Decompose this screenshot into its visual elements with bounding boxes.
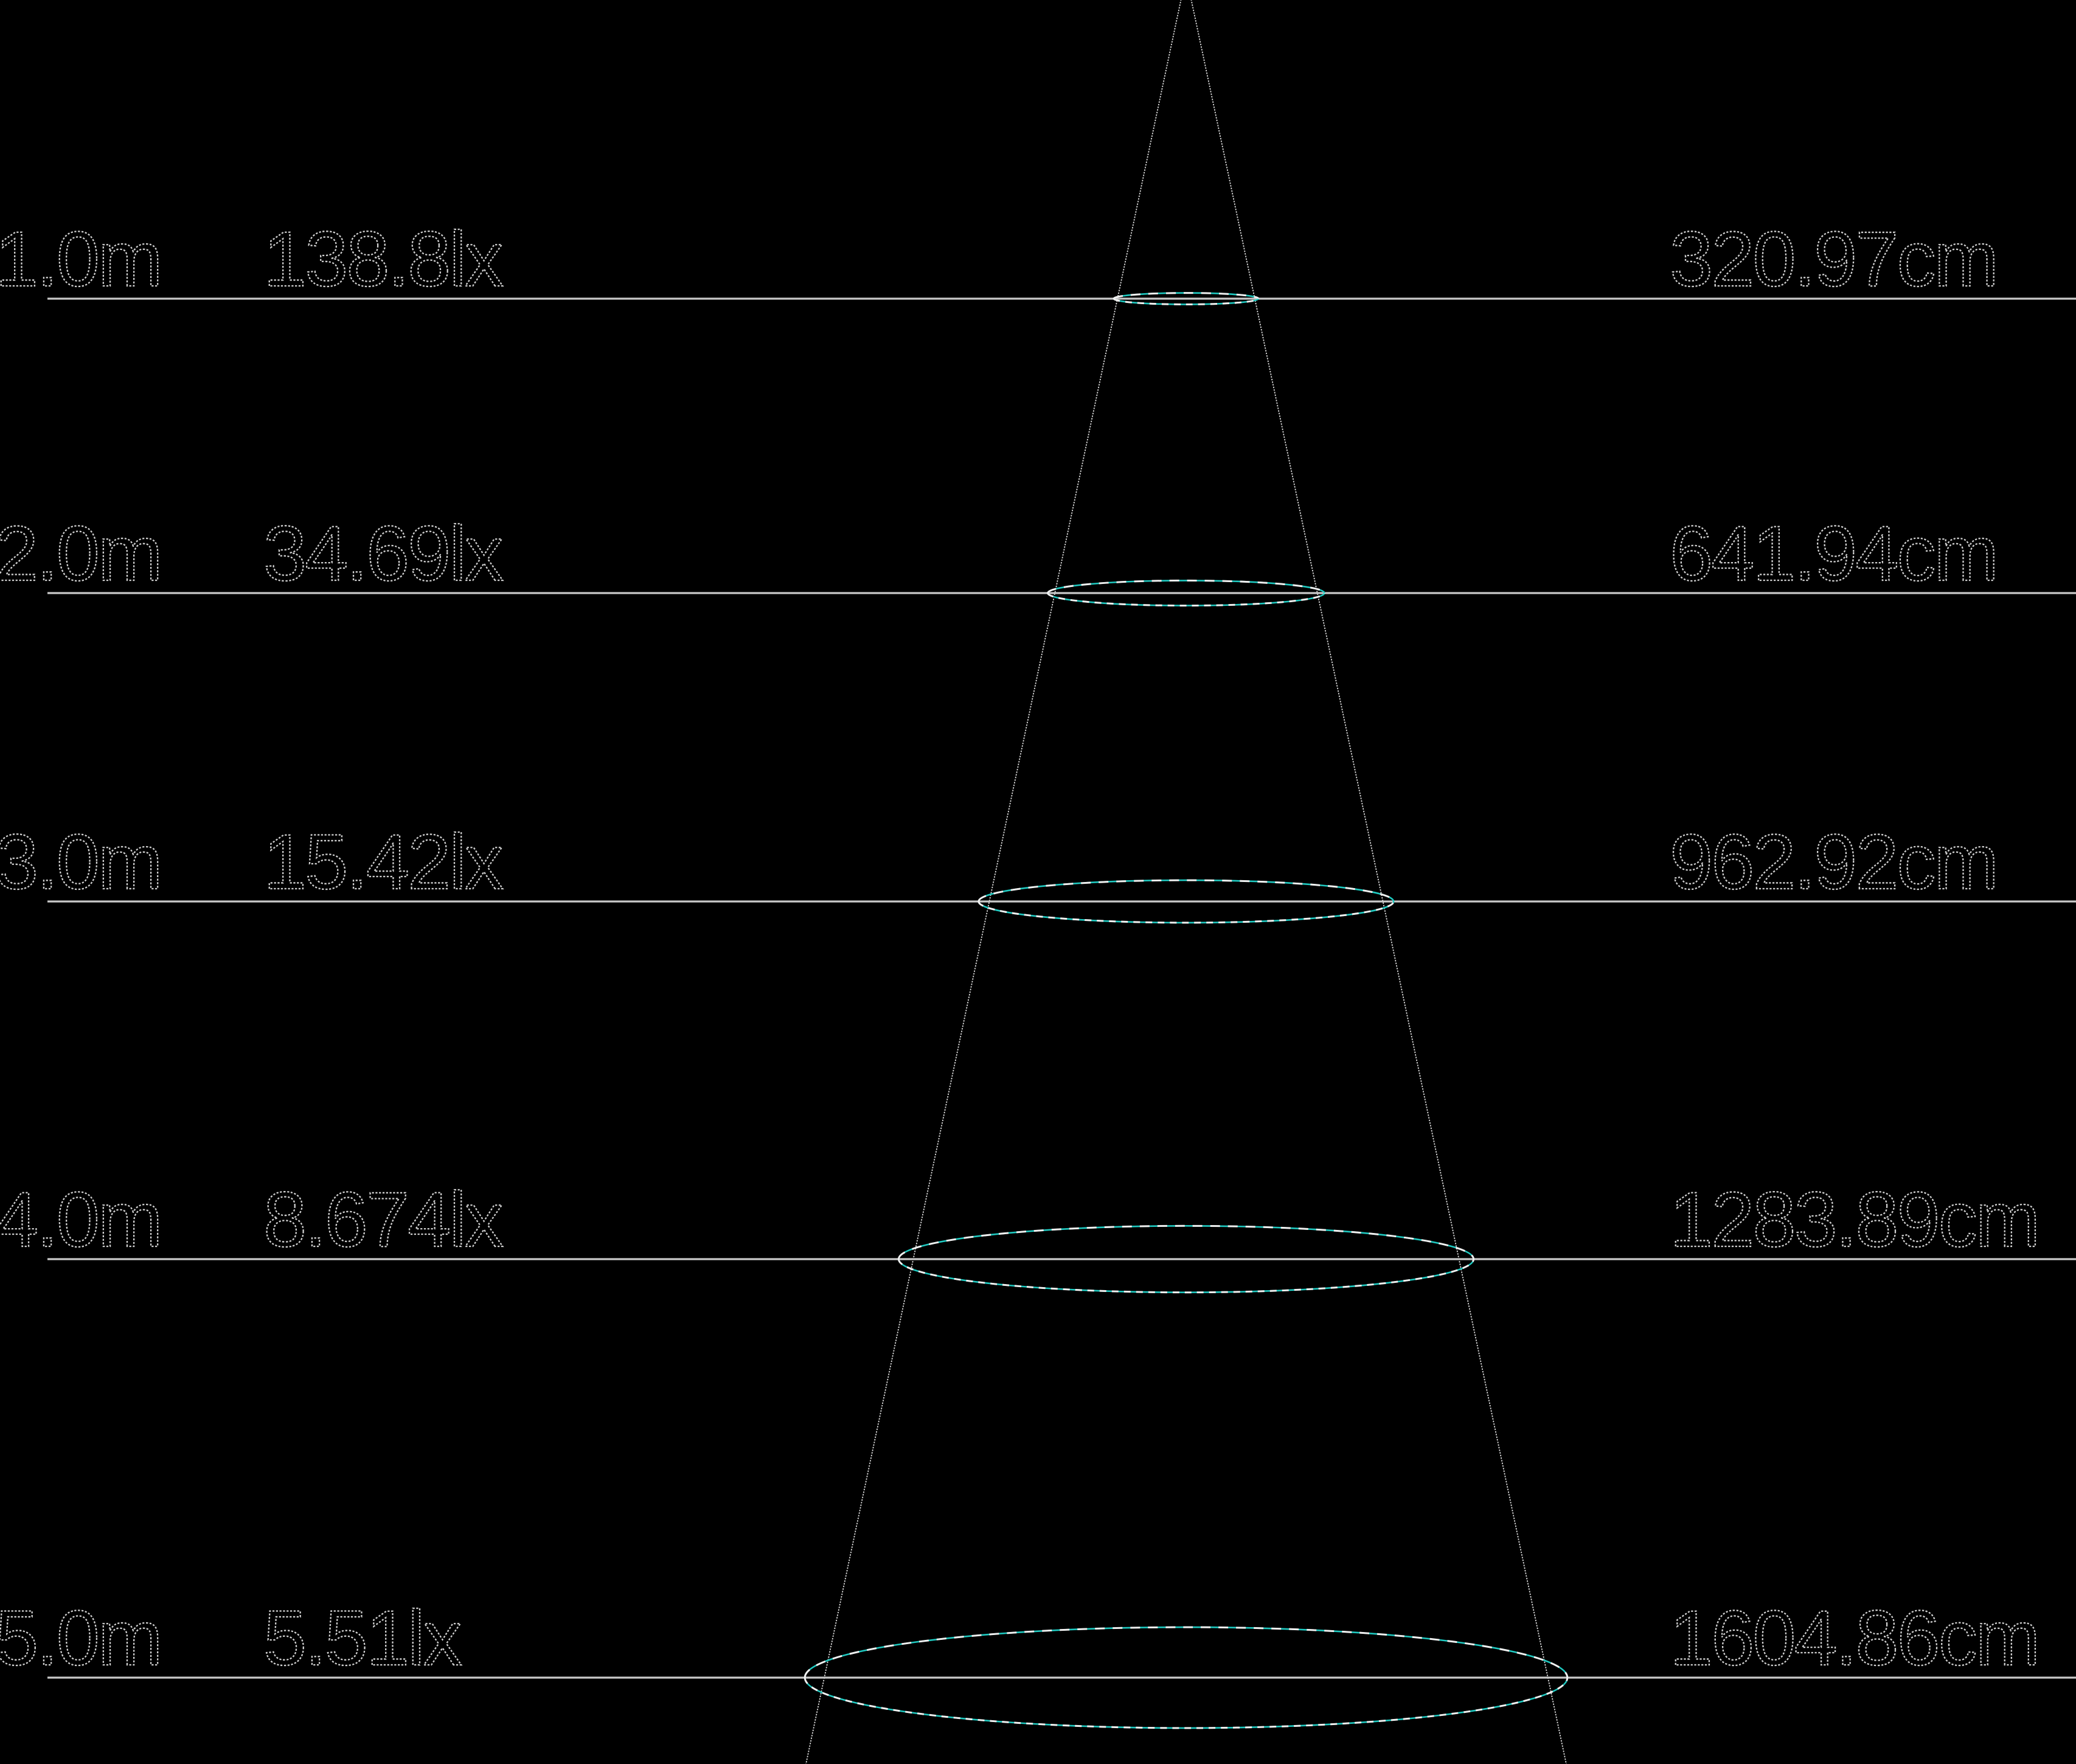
svg-text:1283.89cm: 1283.89cm	[1670, 1176, 2038, 1263]
svg-text:5.0m: 5.0m	[0, 1595, 161, 1682]
svg-text:138.8lx: 138.8lx	[263, 216, 503, 303]
svg-text:4.0m: 4.0m	[0, 1176, 161, 1263]
svg-text:34.69lx: 34.69lx	[263, 510, 503, 597]
svg-text:320.97cm: 320.97cm	[1670, 216, 1997, 303]
svg-text:641.94cm: 641.94cm	[1670, 510, 1997, 597]
svg-text:5.51lx: 5.51lx	[263, 1595, 462, 1682]
svg-text:2.0m: 2.0m	[0, 510, 161, 597]
svg-text:1.0m: 1.0m	[0, 216, 161, 303]
svg-text:1604.86cm: 1604.86cm	[1670, 1595, 2038, 1682]
svg-text:8.674lx: 8.674lx	[263, 1176, 503, 1263]
svg-text:962.92cm: 962.92cm	[1670, 819, 1997, 906]
svg-text:3.0m: 3.0m	[0, 819, 161, 906]
svg-text:15.42lx: 15.42lx	[263, 819, 503, 906]
